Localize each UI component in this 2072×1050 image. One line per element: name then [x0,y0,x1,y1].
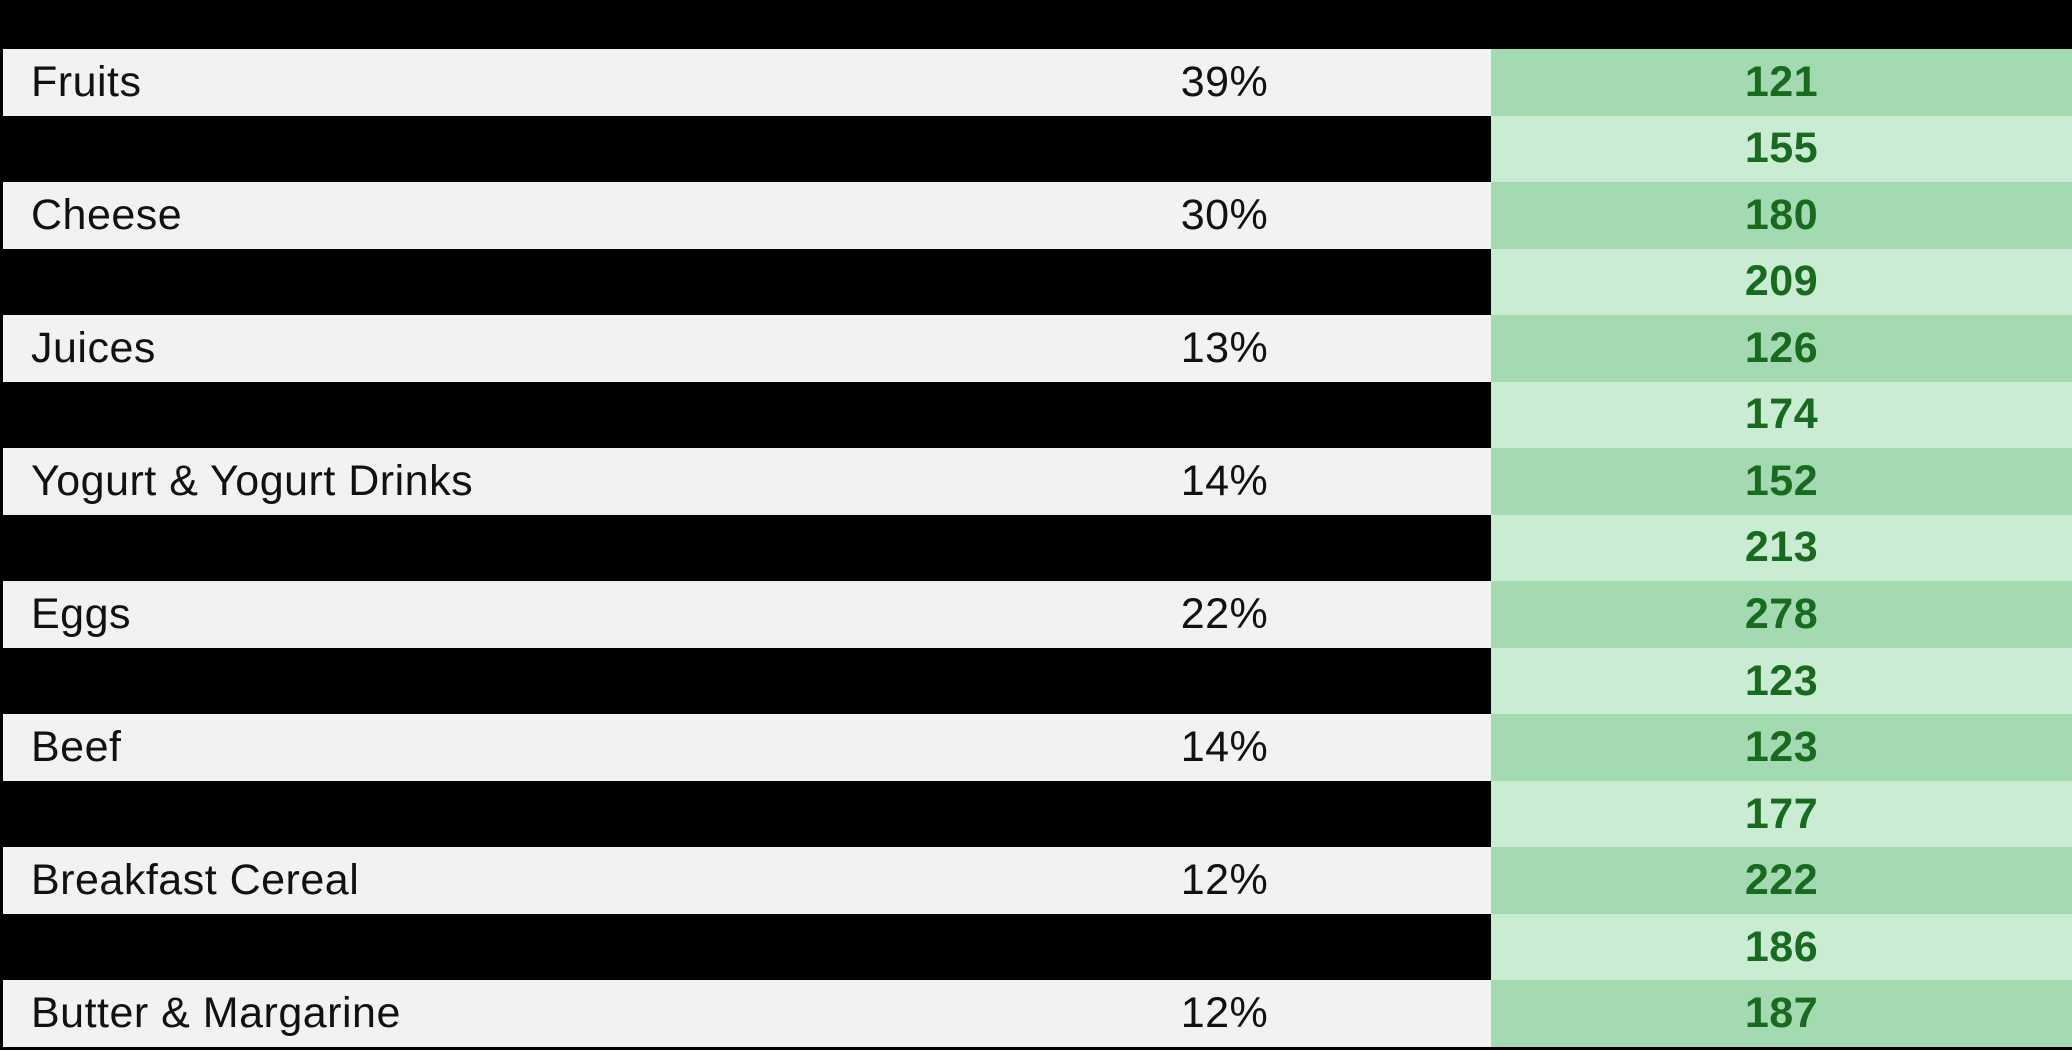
value-cell: 278 [1491,581,2072,648]
value-text: 126 [1744,323,1819,372]
value-text: 187 [1744,989,1819,1038]
value-cell: 123 [1491,647,2072,715]
top-black-bar [0,0,2072,49]
value-cell: 174 [1491,381,2072,449]
table-row: Butter & Margarine 12% 187 [0,980,2072,1047]
value-cell: 209 [1491,248,2072,316]
table-row: Eggs 22% 278 [0,581,2072,648]
category-cell [0,248,1491,316]
category-cell [0,514,1491,582]
table-row: Juices 13% 126 [0,315,2072,382]
value-text: 177 [1744,789,1819,838]
percent-value: 12% [1180,989,1269,1038]
category-cell [0,780,1491,848]
value-cell: 187 [1491,980,2072,1047]
category-cell: Breakfast Cereal 12% [0,847,1491,914]
category-cell [0,647,1491,715]
value-text: 209 [1744,257,1819,306]
category-cell: Yogurt & Yogurt Drinks 14% [0,448,1491,515]
category-label: Breakfast Cereal [31,856,360,905]
table-row: 123 [0,647,2072,715]
percent-value: 13% [1180,323,1269,372]
table-row: Breakfast Cereal 12% 222 [0,847,2072,914]
value-cell: 126 [1491,315,2072,382]
table-row: Cheese 30% 180 [0,182,2072,249]
value-text: 155 [1744,124,1819,173]
category-cell: Fruits 39% [0,49,1491,116]
table-row: Fruits 39% 121 [0,49,2072,116]
category-label: Eggs [31,590,132,639]
value-cell: 222 [1491,847,2072,914]
table-row: 177 [0,780,2072,848]
value-text: 186 [1744,922,1819,971]
value-text: 123 [1744,723,1819,772]
value-cell: 186 [1491,913,2072,981]
category-cell: Juices 13% [0,315,1491,382]
category-cell [0,115,1491,183]
percent-value: 30% [1180,190,1269,239]
table-row: Yogurt & Yogurt Drinks 14% 152 [0,448,2072,515]
value-cell: 155 [1491,115,2072,183]
percent-value: 22% [1180,590,1269,639]
category-label: Fruits [31,57,142,106]
category-cell: Beef 14% [0,714,1491,781]
value-text: 152 [1744,456,1819,505]
table-row: 213 [0,514,2072,582]
value-text: 180 [1744,190,1819,239]
category-label: Cheese [31,190,183,239]
percent-value: 39% [1180,57,1269,106]
category-cell: Butter & Margarine 12% [0,980,1491,1047]
category-cell [0,381,1491,449]
value-text: 213 [1744,523,1819,572]
table-row: 209 [0,248,2072,316]
value-cell: 121 [1491,49,2072,116]
percent-value: 14% [1180,456,1269,505]
table-row: 155 [0,115,2072,183]
value-text: 222 [1744,856,1819,905]
table-row: 174 [0,381,2072,449]
category-cell: Eggs 22% [0,581,1491,648]
value-cell: 213 [1491,514,2072,582]
percent-value: 12% [1180,856,1269,905]
category-label: Beef [31,723,122,772]
value-cell: 123 [1491,714,2072,781]
value-text: 121 [1744,57,1819,106]
category-cell: Cheese 30% [0,182,1491,249]
category-cell [0,913,1491,981]
data-table: Fruits 39% 121 155 Cheese 30% 180 209 [0,49,2072,1047]
category-label: Butter & Margarine [31,989,401,1038]
category-label: Yogurt & Yogurt Drinks [31,456,474,505]
value-text: 174 [1744,390,1819,439]
value-text: 123 [1744,656,1819,705]
category-label: Juices [31,323,156,372]
value-cell: 177 [1491,780,2072,848]
value-cell: 152 [1491,448,2072,515]
value-text: 278 [1744,590,1819,639]
percent-value: 14% [1180,723,1269,772]
value-cell: 180 [1491,182,2072,249]
table-row: 186 [0,913,2072,981]
table-row: Beef 14% 123 [0,714,2072,781]
